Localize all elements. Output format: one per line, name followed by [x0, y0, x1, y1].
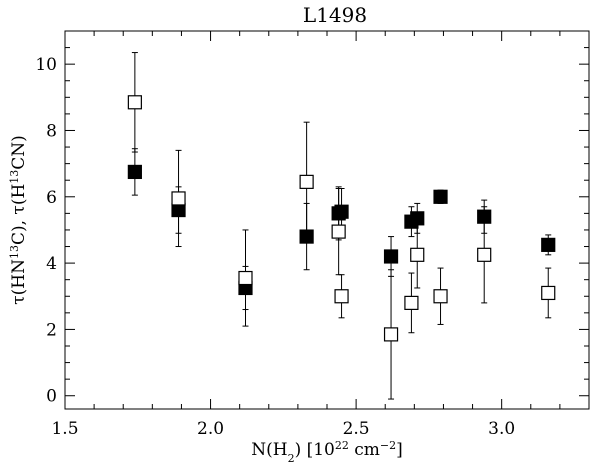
y-tick-label: 2: [46, 320, 57, 340]
axis-tick-labels: 1.5 2.0 2.5 3.0 0 2 4 6 8 10: [35, 55, 515, 439]
axis-label-part: 13: [8, 170, 21, 184]
axis-ticks: [64, 30, 590, 409]
x-tick-label: 2.0: [197, 419, 224, 439]
axis-label-part: 22: [335, 439, 349, 452]
plot-frame: [64, 30, 590, 410]
open-square-marker: [541, 285, 556, 301]
filled-square-marker: [477, 209, 492, 224]
y-tick-label: 8: [46, 121, 57, 141]
x-axis-label: N(H2) [1022 cm−2]: [251, 439, 403, 463]
open-square-marker: [433, 289, 448, 304]
x-tick-label: 1.5: [51, 419, 78, 439]
open-square-marker: [383, 327, 399, 342]
axis-label-part: C), τ(H: [9, 184, 29, 245]
axis-label-part: cm: [349, 440, 380, 460]
filled-square-marker: [383, 249, 399, 264]
open-square-marker: [410, 247, 425, 262]
axis-label-part: τ(HN: [9, 259, 29, 305]
filled-square-marker: [541, 237, 556, 252]
axis-label-part: 2: [288, 452, 295, 463]
open-square-marker: [477, 247, 492, 262]
x-tick-label: 2.5: [343, 419, 370, 439]
axis-label-part: 13: [8, 245, 21, 259]
axis-label-part: CN): [9, 135, 29, 170]
y-tick-label: 6: [46, 188, 57, 208]
filled-square-marker: [299, 229, 314, 244]
filled-square-marker: [433, 189, 448, 204]
filled-square-marker: [410, 211, 425, 226]
chart-title: L1498: [303, 3, 367, 27]
open-square-marker: [334, 289, 349, 304]
data-markers: [127, 95, 556, 342]
open-square-marker: [238, 270, 253, 286]
y-tick-label: 10: [35, 55, 57, 75]
filled-square-marker: [334, 204, 349, 219]
axis-label-part: ]: [396, 440, 403, 460]
y-tick-label: 4: [46, 254, 57, 274]
open-square-marker: [299, 174, 314, 189]
y-axis-label: τ(HN13C), τ(H13CN): [8, 135, 30, 305]
x-tick-label: 3.0: [488, 419, 515, 439]
axis-label-part: N(H: [251, 440, 287, 460]
axis-label-part: −2: [380, 439, 396, 452]
filled-square-marker: [127, 164, 142, 180]
open-square-marker: [404, 295, 419, 310]
y-tick-label: 0: [46, 387, 57, 407]
open-square-marker: [171, 191, 186, 206]
open-square-marker: [127, 95, 142, 110]
open-square-marker: [331, 224, 346, 239]
axis-label-part: ) [10: [295, 440, 335, 460]
